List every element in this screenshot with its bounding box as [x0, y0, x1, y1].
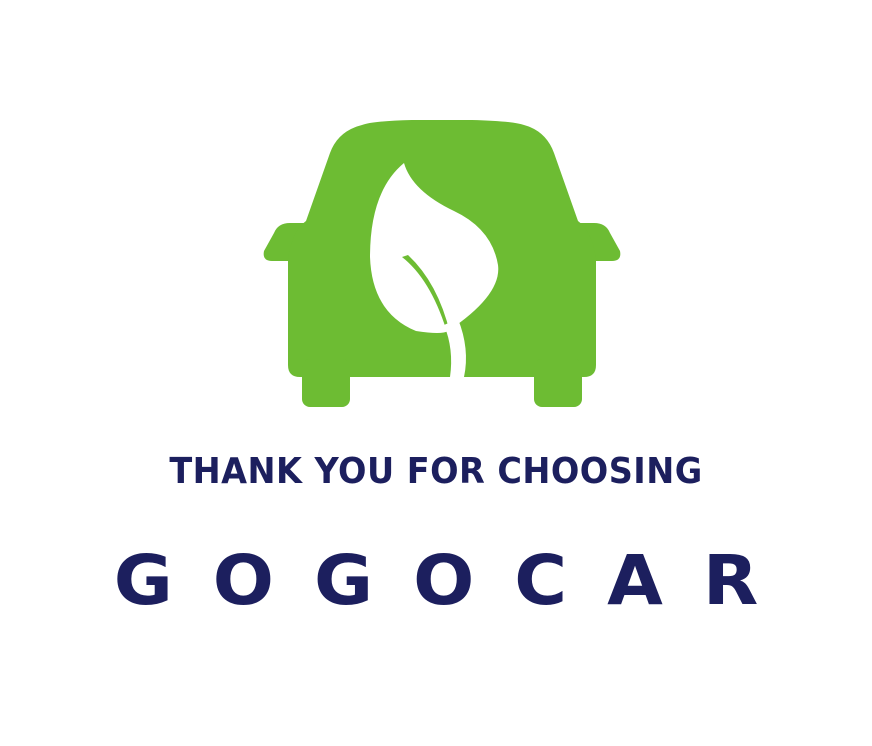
car-leaf-icon	[263, 120, 621, 407]
brand-name: GOGOCAR	[113, 540, 799, 620]
thank-you-heading: THANK YOU FOR CHOOSING	[169, 451, 703, 492]
leaf-symbol	[370, 163, 499, 377]
